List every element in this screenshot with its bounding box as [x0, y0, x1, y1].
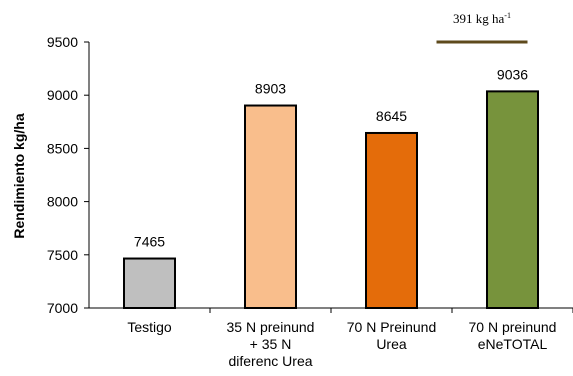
- bar: [123, 257, 176, 309]
- x-tick-label: 70 N Preinund: [347, 319, 437, 335]
- y-tick-label: 7000: [47, 300, 78, 316]
- x-tick-label: eNeTOTAL: [478, 336, 548, 352]
- y-tick-label: 8500: [47, 140, 78, 156]
- data-label: 9036: [497, 66, 528, 82]
- difference-annotation: 391 kg ha-1: [436, 11, 528, 44]
- bar: [244, 104, 297, 309]
- x-tick-label: + 35 N: [250, 336, 292, 352]
- data-label: 7465: [134, 234, 165, 250]
- x-tick-label: 35 N preinund: [227, 319, 315, 335]
- bar: [365, 131, 418, 309]
- data-label: 8645: [376, 108, 407, 124]
- annotation-label: 391 kg ha-1: [453, 11, 511, 26]
- x-tick-label: Testigo: [127, 319, 172, 335]
- y-tick-label: 9500: [47, 34, 78, 50]
- data-label: 8903: [255, 81, 286, 97]
- x-tick-label: diferenc Urea: [228, 353, 312, 369]
- x-tick-label: 70 N preinund: [469, 319, 557, 335]
- bar: [486, 90, 539, 309]
- y-tick-label: 9000: [47, 87, 78, 103]
- x-tick-label: Urea: [376, 336, 407, 352]
- y-axis-title: Rendimiento kg/ha: [11, 113, 27, 238]
- y-tick-label: 8000: [47, 194, 78, 210]
- y-tick-label: 7500: [47, 247, 78, 263]
